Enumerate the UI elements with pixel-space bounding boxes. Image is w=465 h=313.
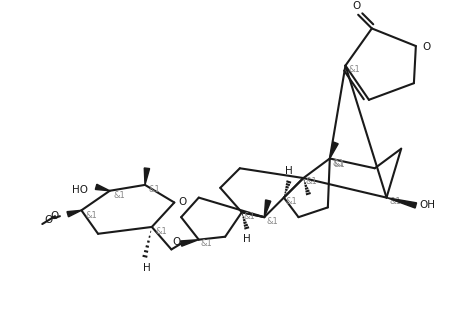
Text: &1: &1	[244, 212, 255, 221]
Text: &1: &1	[149, 185, 160, 194]
Polygon shape	[67, 210, 81, 217]
Text: O: O	[44, 215, 52, 225]
Text: &1: &1	[286, 197, 298, 206]
Text: &1: &1	[85, 211, 97, 220]
Text: &1: &1	[306, 177, 317, 187]
Polygon shape	[180, 240, 199, 246]
Text: HO: HO	[72, 185, 88, 195]
Text: &1: &1	[334, 160, 345, 169]
Text: &1: &1	[113, 191, 126, 200]
Polygon shape	[95, 184, 110, 191]
Text: O: O	[51, 211, 59, 221]
Text: H: H	[285, 166, 292, 176]
Text: &1: &1	[333, 159, 345, 168]
Text: &1: &1	[201, 239, 213, 248]
Polygon shape	[264, 200, 271, 217]
Text: H: H	[143, 263, 151, 273]
Text: &1: &1	[266, 217, 278, 226]
Polygon shape	[330, 142, 338, 158]
Polygon shape	[386, 198, 417, 208]
Polygon shape	[144, 168, 150, 185]
Text: &1: &1	[156, 227, 167, 236]
Text: &1: &1	[348, 65, 360, 74]
Text: O: O	[173, 238, 180, 248]
Text: O: O	[423, 42, 431, 52]
Text: O: O	[352, 1, 360, 11]
Text: OH: OH	[420, 200, 436, 210]
Text: O: O	[178, 197, 186, 207]
Text: H: H	[243, 234, 251, 244]
Text: &1: &1	[390, 197, 401, 206]
